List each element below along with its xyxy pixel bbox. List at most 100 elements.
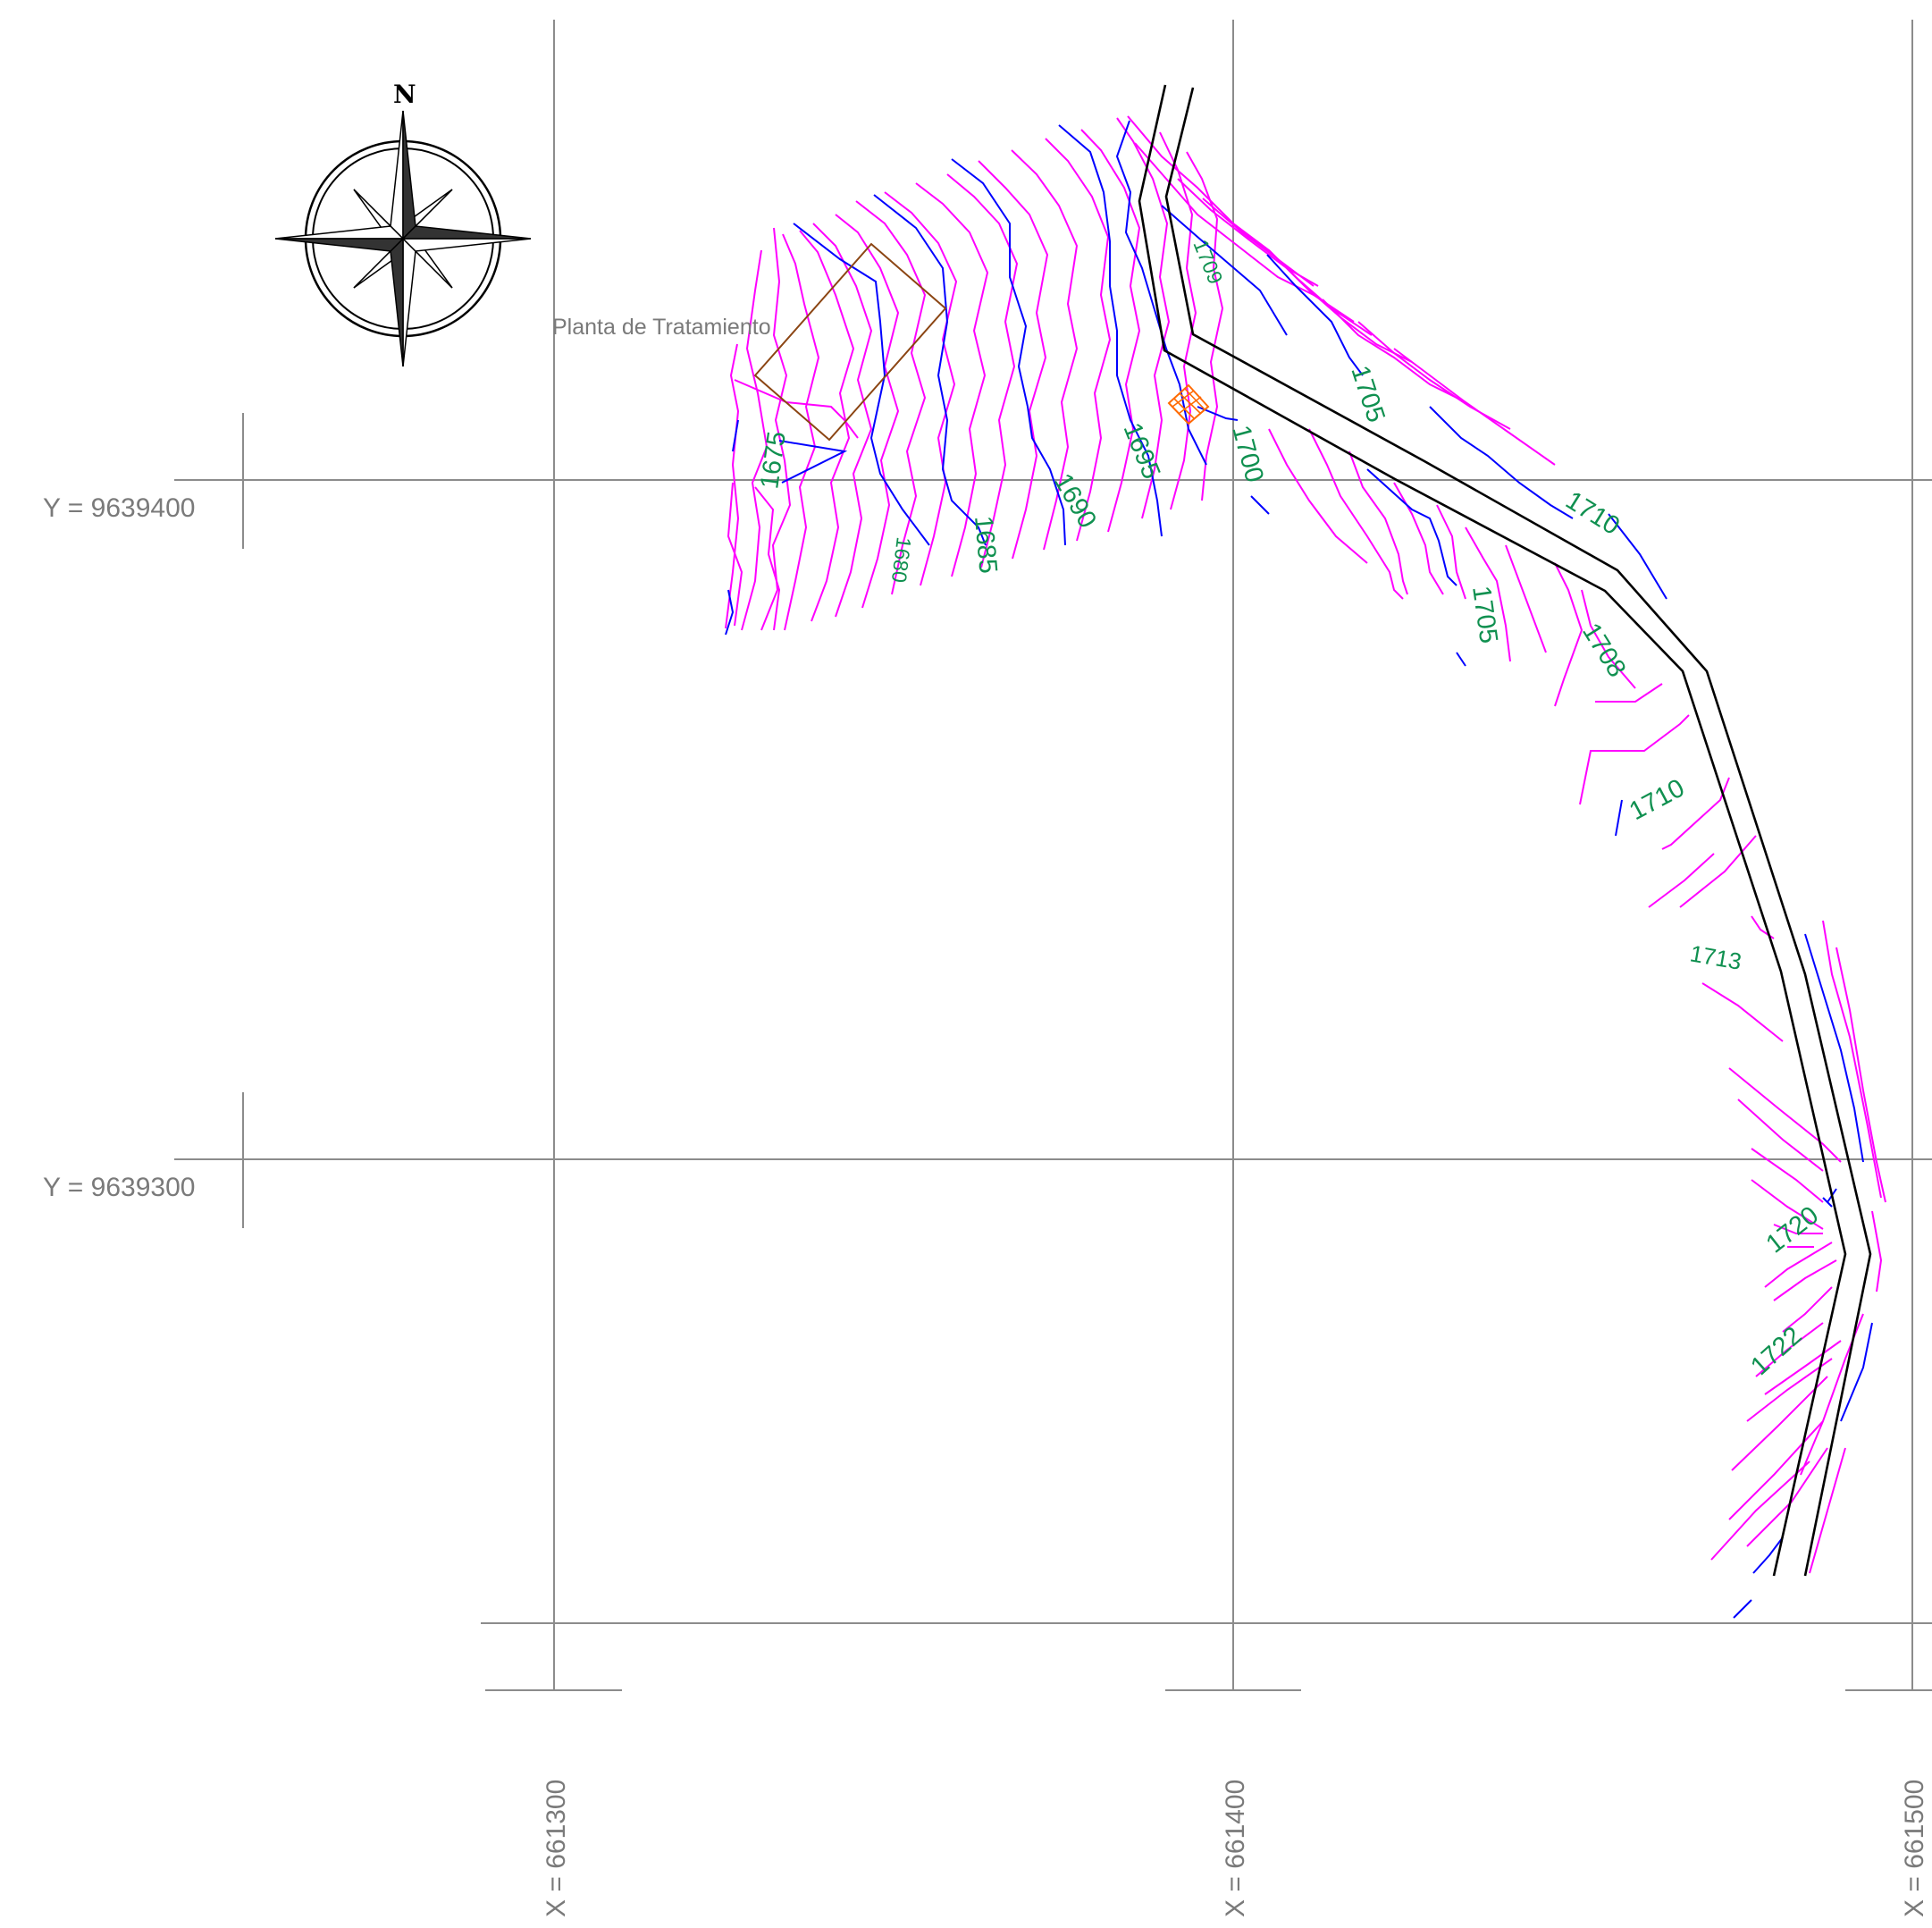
contour-line: [1764, 1242, 1833, 1288]
contour-index-line: [1752, 1537, 1784, 1574]
grid-label-x-661500: X = 661500: [1900, 1780, 1929, 1917]
contour-index-line: [951, 158, 1066, 546]
contour-line: [782, 233, 820, 631]
contour-label-1675: 1675: [755, 430, 792, 491]
contour-index-line: [1608, 513, 1667, 600]
contour-line: [1308, 428, 1404, 600]
contour-index-line: [1266, 254, 1364, 376]
contour-line: [725, 343, 740, 629]
contour-label-1710-south: 1710: [1625, 774, 1689, 827]
contour-line: [1579, 714, 1690, 805]
contour-line: [1116, 117, 1171, 519]
contour-line: [799, 230, 855, 622]
contour-label-1705-south: 1705: [1466, 585, 1503, 645]
contour-line: [1773, 1224, 1823, 1234]
contours-minor: [725, 115, 1886, 1574]
contour-index-line: [1429, 406, 1574, 519]
contour-line: [1348, 450, 1408, 595]
contour-line: [760, 227, 792, 631]
road: [1138, 84, 1872, 1577]
coordinate-grid: Y = 9639400 Y = 9639300 X = 661300 X = 6…: [43, 20, 1932, 1917]
contour-line: [1393, 348, 1556, 466]
contour-line: [835, 214, 900, 609]
contour-index-line: [1804, 933, 1864, 1163]
contour-line: [1595, 683, 1663, 703]
contour-label-1695: 1695: [1118, 419, 1166, 484]
contour-index-line: [778, 440, 848, 484]
contour-line: [1773, 1259, 1837, 1301]
contour-line: [1737, 1099, 1824, 1172]
contour-line: [915, 182, 989, 577]
contour-line: [1751, 1148, 1824, 1203]
contour-line: [1751, 1179, 1824, 1230]
contour-line: [1045, 138, 1112, 542]
contour-label-1713: 1713: [1688, 939, 1743, 975]
contour-line: [855, 200, 927, 595]
contour-index-line: [1115, 120, 1207, 466]
contour-line: [1782, 1286, 1833, 1333]
contour-label-1680: 1680: [887, 535, 916, 584]
contour-index-line: [793, 223, 930, 546]
contour-line: [754, 486, 781, 631]
contour-line: [734, 379, 859, 439]
grid-label-x-661300: X = 661300: [542, 1780, 571, 1917]
contour-line: [1701, 982, 1784, 1042]
contour-index-line: [1366, 468, 1457, 586]
contour-line: [1127, 115, 1315, 287]
contour-line: [978, 160, 1049, 560]
contour-line: [1436, 504, 1466, 600]
treatment-plant-label: Planta de Tratamiento: [552, 315, 771, 340]
contour-label-1705-north: 1705: [1345, 362, 1390, 425]
grid-label-y-9639300: Y = 9639300: [43, 1173, 195, 1202]
contour-line: [1505, 544, 1547, 653]
contour-line: [741, 249, 769, 631]
contour-index-line: [1058, 124, 1163, 537]
contour-line: [1465, 526, 1511, 662]
contour-line: [1822, 920, 1882, 1199]
contour-labels: 1675 1680 1685 1690 1695 1700 1709 1705 …: [755, 236, 1824, 1381]
contour-index-line: [1733, 1599, 1752, 1619]
contour-index-line: [732, 419, 739, 452]
contour-line: [812, 223, 873, 618]
contour-index-line: [1250, 495, 1270, 515]
contour-line: [1679, 835, 1757, 908]
contour-index-line: [1615, 799, 1623, 837]
contour-line: [1731, 1376, 1828, 1471]
grid-label-y-9639400: Y = 9639400: [43, 493, 195, 523]
contour-line: [1268, 428, 1368, 564]
contour-line: [1751, 915, 1775, 939]
contour-line: [1581, 589, 1636, 689]
contour-line: [1746, 1447, 1828, 1547]
contour-line: [1728, 1067, 1842, 1163]
contour-index-line: [1197, 406, 1239, 421]
contour-line: [1809, 1447, 1846, 1574]
contour-line: [1728, 1420, 1824, 1520]
contour-index-line: [873, 194, 987, 546]
contour-index-line: [1456, 652, 1466, 667]
contour-line: [1835, 947, 1886, 1203]
contour-line: [1186, 151, 1224, 501]
contour-line: [1177, 178, 1319, 287]
road-edge-west: [1138, 84, 1847, 1577]
contour-line: [1080, 129, 1141, 533]
road-edge-east: [1164, 87, 1872, 1577]
hatched-marker-icon: [1167, 383, 1210, 425]
contour-line: [1755, 1322, 1824, 1377]
contours-major: [725, 120, 1873, 1619]
contour-index-line: [725, 589, 735, 636]
contour-label-1709: 1709: [1189, 236, 1227, 287]
contour-line: [1322, 299, 1466, 403]
contour-line: [1710, 1461, 1810, 1561]
contour-line: [1554, 562, 1583, 707]
contour-index-line: [1840, 1322, 1873, 1422]
contour-line: [1159, 131, 1197, 510]
contour-line: [1764, 1340, 1842, 1395]
contour-label-1710-north: 1710: [1560, 486, 1625, 541]
contour-index-line: [1161, 205, 1288, 336]
grid-label-x-661400: X = 661400: [1221, 1780, 1250, 1917]
treatment-plant-outline: [753, 242, 947, 442]
contour-line: [1871, 1210, 1883, 1292]
compass-rose-icon: N: [274, 80, 532, 367]
contour-line: [1648, 853, 1715, 908]
